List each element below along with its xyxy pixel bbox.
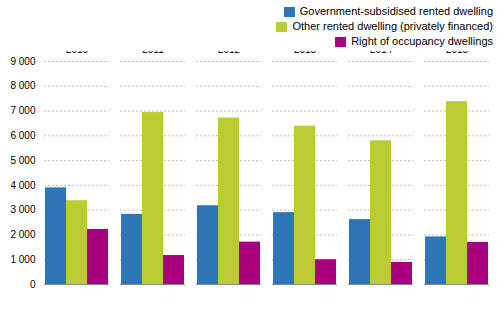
html-text:Right of occupancy dwellings: Right of occupancy dwellings bbox=[351, 35, 493, 47]
svg-text:8 000: 8 000 bbox=[10, 80, 35, 91]
svg-text:2010: 2010 bbox=[66, 51, 89, 55]
svg-text:3 000: 3 000 bbox=[10, 204, 35, 215]
svg-text:1 000: 1 000 bbox=[10, 254, 35, 265]
svg-text:9 000: 9 000 bbox=[10, 56, 35, 67]
html-text:Other rented dwelling (private: Other rented dwelling (privately finance… bbox=[292, 20, 493, 32]
svg-text:0: 0 bbox=[30, 279, 36, 290]
svg-text:4 000: 4 000 bbox=[10, 180, 35, 191]
svg-text:2013: 2013 bbox=[294, 51, 317, 55]
svg-text:2011: 2011 bbox=[142, 51, 164, 55]
svg-text:2014: 2014 bbox=[370, 51, 393, 55]
svg-text:7 000: 7 000 bbox=[10, 105, 35, 116]
svg-text:2012: 2012 bbox=[218, 51, 241, 55]
svg-text:6 000: 6 000 bbox=[10, 130, 35, 141]
svg-text:2 000: 2 000 bbox=[10, 229, 35, 240]
svg-text:5 000: 5 000 bbox=[10, 155, 35, 166]
html-text:Government-subsidised rented d: Government-subsidised rented dwelling bbox=[299, 5, 493, 17]
svg-text:2015: 2015 bbox=[446, 51, 469, 55]
